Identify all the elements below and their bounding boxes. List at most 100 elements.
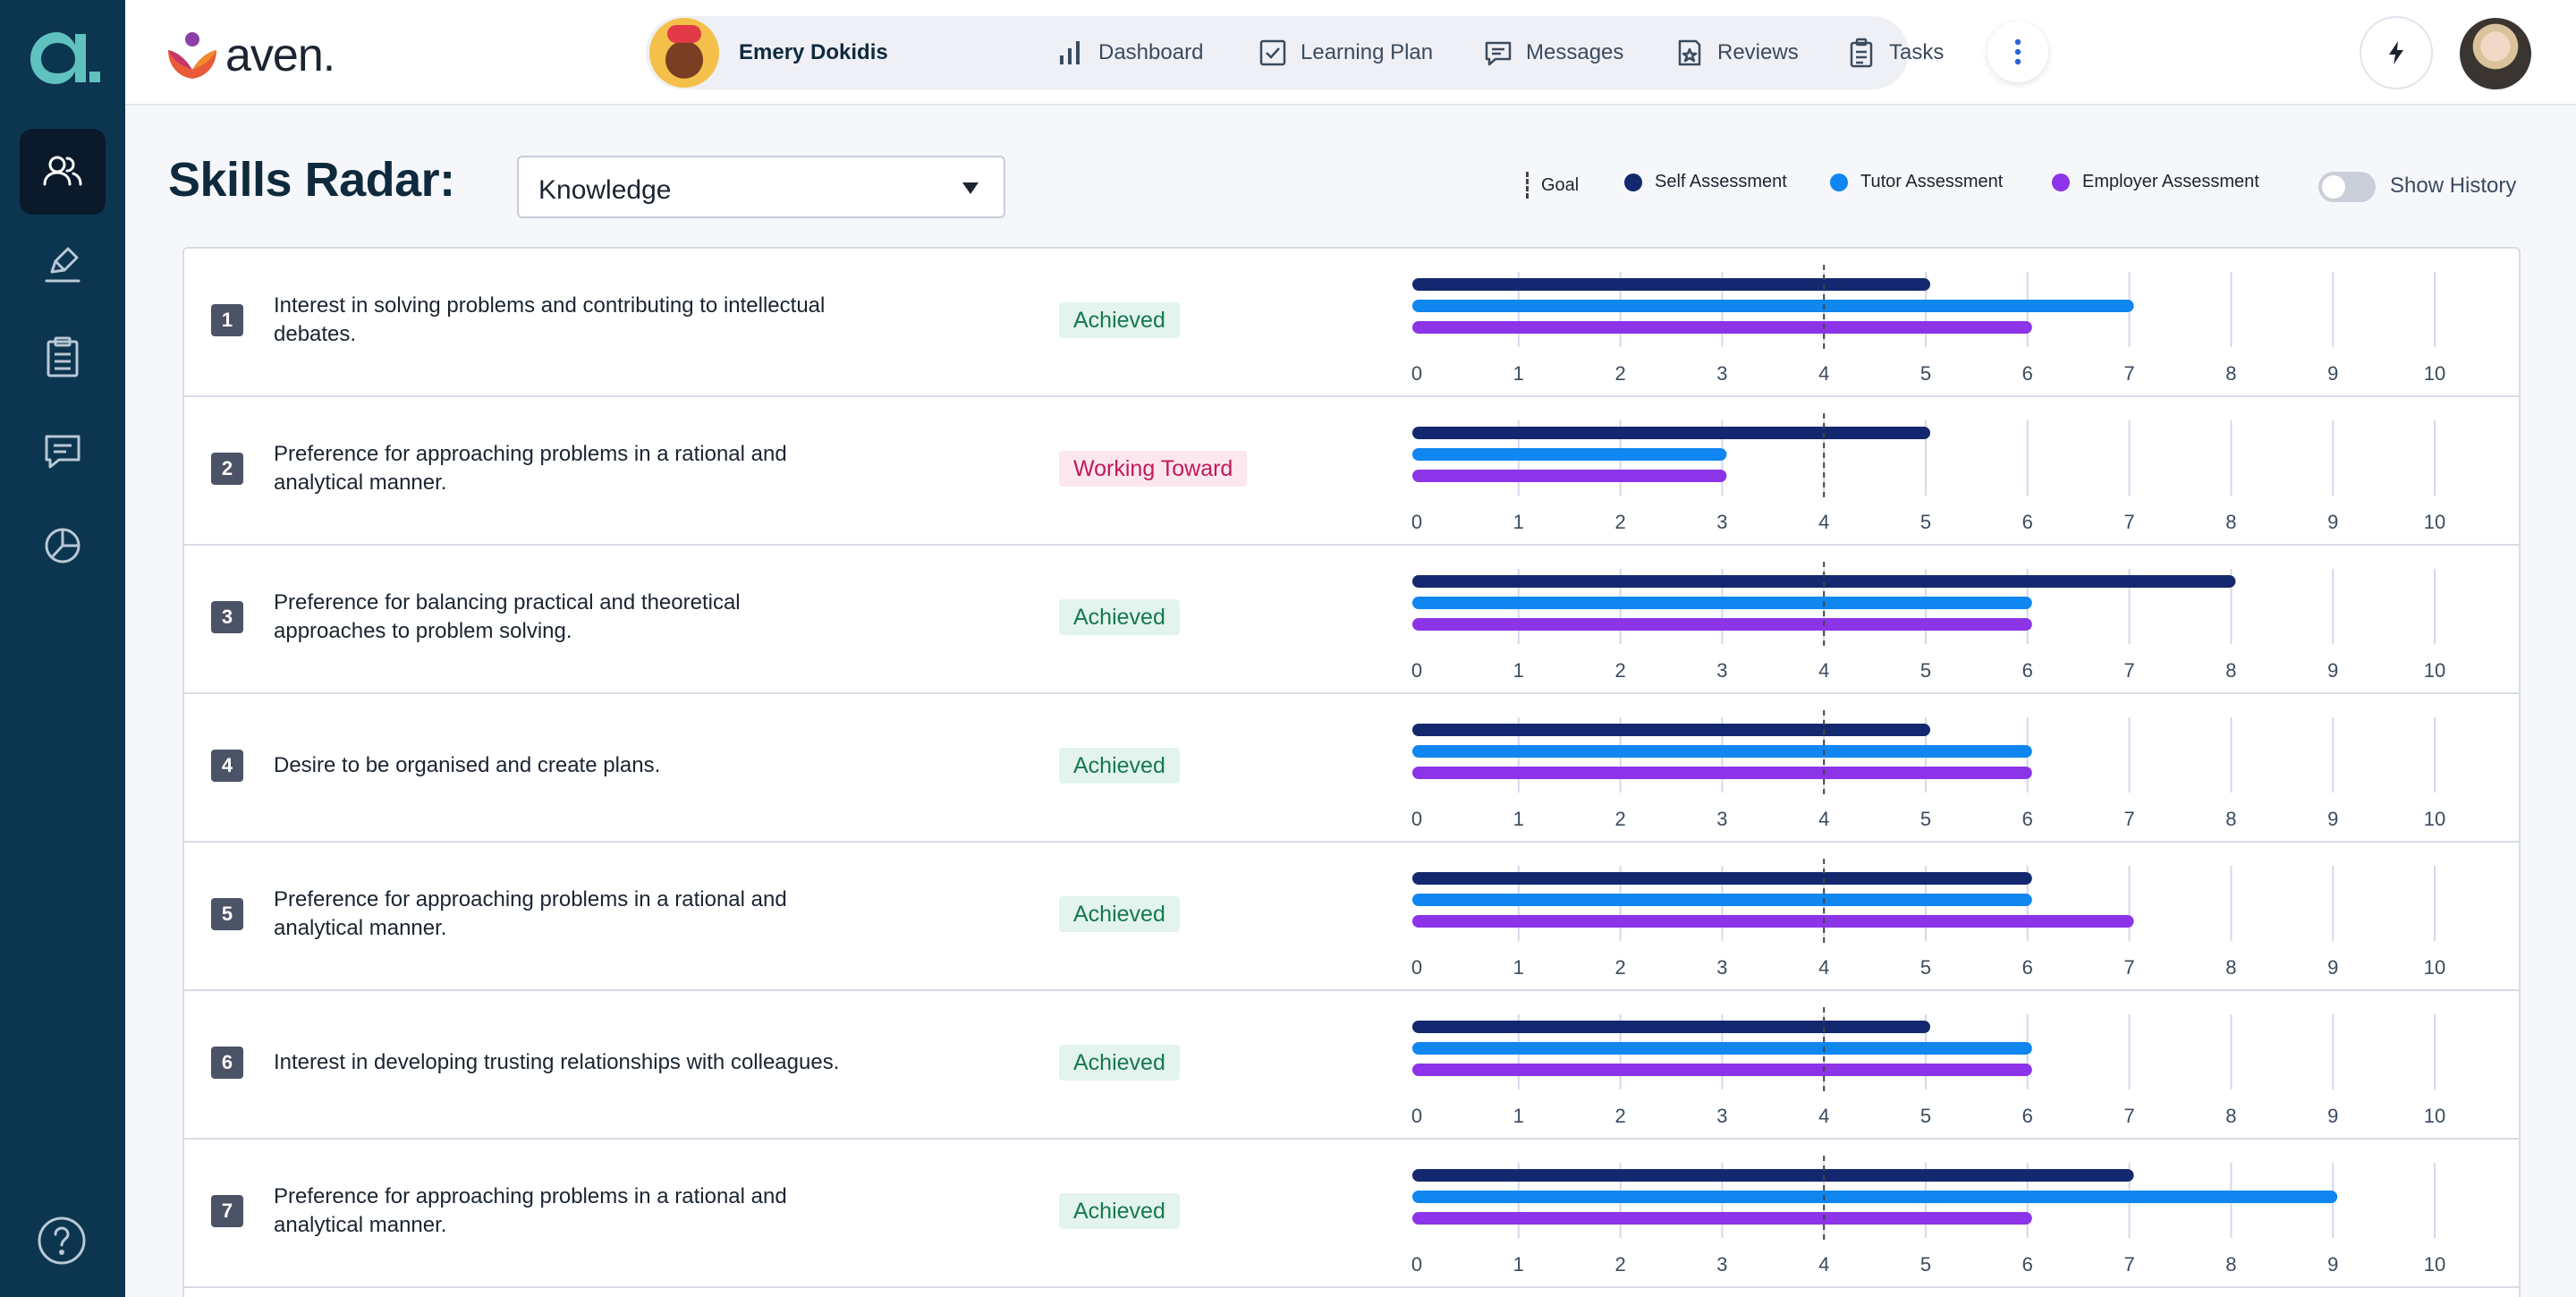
x-tick-label: 9 (2327, 808, 2338, 830)
legend-self: Self Assessment (1624, 172, 1787, 192)
help-icon[interactable] (36, 1215, 88, 1267)
legend-label: Tutor Assessment (1860, 172, 2004, 191)
row-number: 7 (211, 1195, 243, 1227)
status-badge: Achieved (1059, 1045, 1180, 1081)
left-rail (0, 0, 125, 1297)
nav-item-label: Messages (1526, 40, 1624, 64)
legend-label: Goal (1541, 174, 1580, 195)
dot-icon (2052, 173, 2070, 191)
chat-icon (45, 435, 80, 469)
x-tick-label: 3 (1716, 362, 1727, 385)
x-tick-label: 3 (1716, 808, 1727, 830)
row-number: 6 (211, 1047, 243, 1079)
lotus-logo-icon (168, 32, 216, 79)
x-tick-label: 9 (2327, 956, 2338, 979)
nav-user[interactable]: Emery Dokidis (649, 18, 888, 88)
chevron-down-icon (962, 182, 979, 194)
x-tick-label: 8 (2225, 511, 2236, 533)
rail-item-clipboard[interactable] (20, 315, 106, 401)
x-tick-label: 10 (2424, 1253, 2445, 1276)
x-tick-label: 4 (1818, 659, 1829, 682)
x-tick-label: 1 (1513, 659, 1524, 682)
x-tick-label: 10 (2424, 1105, 2445, 1127)
brand[interactable]: aven. (165, 29, 335, 82)
x-tick-label: 3 (1716, 511, 1727, 533)
bar-chart-icon (1060, 41, 1080, 64)
dropdown-value: Knowledge (538, 175, 672, 205)
skill-category-dropdown[interactable]: Knowledge (517, 156, 1005, 218)
x-tick-label: 5 (1920, 362, 1931, 385)
status-badge: Achieved (1059, 1193, 1180, 1229)
nav-item-learning-plan[interactable]: Learning Plan (1258, 16, 1433, 89)
table-row: 6 Interest in developing trusting relatio… (184, 991, 2519, 1140)
skills-table: 1 Interest in solving problems and contri… (182, 247, 2521, 1297)
x-tick-label: 1 (1513, 808, 1524, 830)
x-tick-label: 9 (2327, 1253, 2338, 1276)
table-row: 7 Preference for approaching problems in … (184, 1140, 2519, 1288)
x-tick-label: 4 (1818, 1253, 1829, 1276)
page-title: Skills Radar: (168, 153, 455, 207)
nav-item-reviews[interactable]: Reviews (1674, 16, 1799, 89)
status-badge: Achieved (1059, 302, 1180, 338)
x-tick-label: 5 (1920, 511, 1931, 533)
x-tick-label: 4 (1818, 808, 1829, 830)
show-history-toggle[interactable] (2318, 172, 2376, 202)
pen-icon (45, 247, 80, 283)
more-vertical-icon (2014, 38, 2021, 65)
skill-description: Preference for balancing practical and t… (274, 590, 741, 643)
top-bar: aven. Emery Dokidis Dashboard Learning P… (125, 0, 2576, 106)
rail-item-edit[interactable] (20, 222, 106, 308)
x-tick-label: 8 (2225, 808, 2236, 830)
message-icon (1485, 41, 1512, 66)
table-row: 4 Desire to be organised and create plans… (184, 694, 2519, 843)
x-tick-label: 5 (1920, 808, 1931, 830)
review-icon (1678, 39, 1701, 66)
lightning-icon (2389, 41, 2403, 64)
account-avatar[interactable] (2460, 18, 2531, 89)
x-tick-label: 1 (1513, 511, 1524, 533)
skill-bar-chart: 0 1 2 3 4 5 6 7 8 9 10 (1411, 710, 2445, 830)
x-tick-label: 7 (2123, 1253, 2134, 1276)
quick-actions-button[interactable] (2360, 16, 2433, 89)
table-row: 5 Preference for approaching problems in … (184, 843, 2519, 991)
rail-item-messages[interactable] (20, 408, 106, 494)
x-tick-label: 10 (2424, 511, 2445, 533)
aven-logo-icon[interactable] (25, 23, 100, 88)
x-tick-label: 6 (2022, 362, 2033, 385)
status-badge: Achieved (1059, 599, 1180, 635)
x-tick-label: 4 (1818, 511, 1829, 533)
x-tick-label: 10 (2424, 362, 2445, 385)
x-tick-label: 2 (1614, 956, 1625, 979)
x-tick-label: 7 (2123, 659, 2134, 682)
rail-item-people[interactable] (20, 129, 106, 215)
x-tick-label: 8 (2225, 1253, 2236, 1276)
x-tick-label: 0 (1411, 511, 1422, 533)
x-tick-label: 10 (2424, 659, 2445, 682)
more-menu-button[interactable] (1987, 21, 2048, 82)
nav-item-dashboard[interactable]: Dashboard (1055, 16, 1203, 89)
status-badge: Achieved (1059, 896, 1180, 932)
table-row: 1 Interest in solving problems and contri… (184, 249, 2519, 397)
status-badge: Achieved (1059, 748, 1180, 784)
users-icon (43, 156, 82, 186)
x-tick-label: 0 (1411, 362, 1422, 385)
nav-user-name: Emery Dokidis (739, 40, 888, 64)
show-history-label: Show History (2390, 174, 2517, 198)
x-tick-label: 5 (1920, 1253, 1931, 1276)
skill-bar-chart: 0 1 2 3 4 5 6 7 8 9 10 (1411, 413, 2445, 533)
x-tick-label: 9 (2327, 659, 2338, 682)
x-tick-label: 4 (1818, 362, 1829, 385)
nav-item-messages[interactable]: Messages (1483, 16, 1623, 89)
main-nav: Emery Dokidis Dashboard Learning Plan Me… (646, 16, 2048, 89)
dot-icon (1624, 173, 1642, 191)
nav-item-tasks[interactable]: Tasks (1846, 16, 1944, 89)
user-avatar (649, 18, 719, 88)
x-tick-label: 10 (2424, 956, 2445, 979)
x-tick-label: 0 (1411, 956, 1422, 979)
x-tick-label: 2 (1614, 362, 1625, 385)
x-tick-label: 4 (1818, 956, 1829, 979)
pie-chart-icon (45, 528, 80, 564)
x-tick-label: 3 (1716, 956, 1727, 979)
x-tick-label: 2 (1614, 808, 1625, 830)
rail-item-reports[interactable] (20, 501, 106, 587)
